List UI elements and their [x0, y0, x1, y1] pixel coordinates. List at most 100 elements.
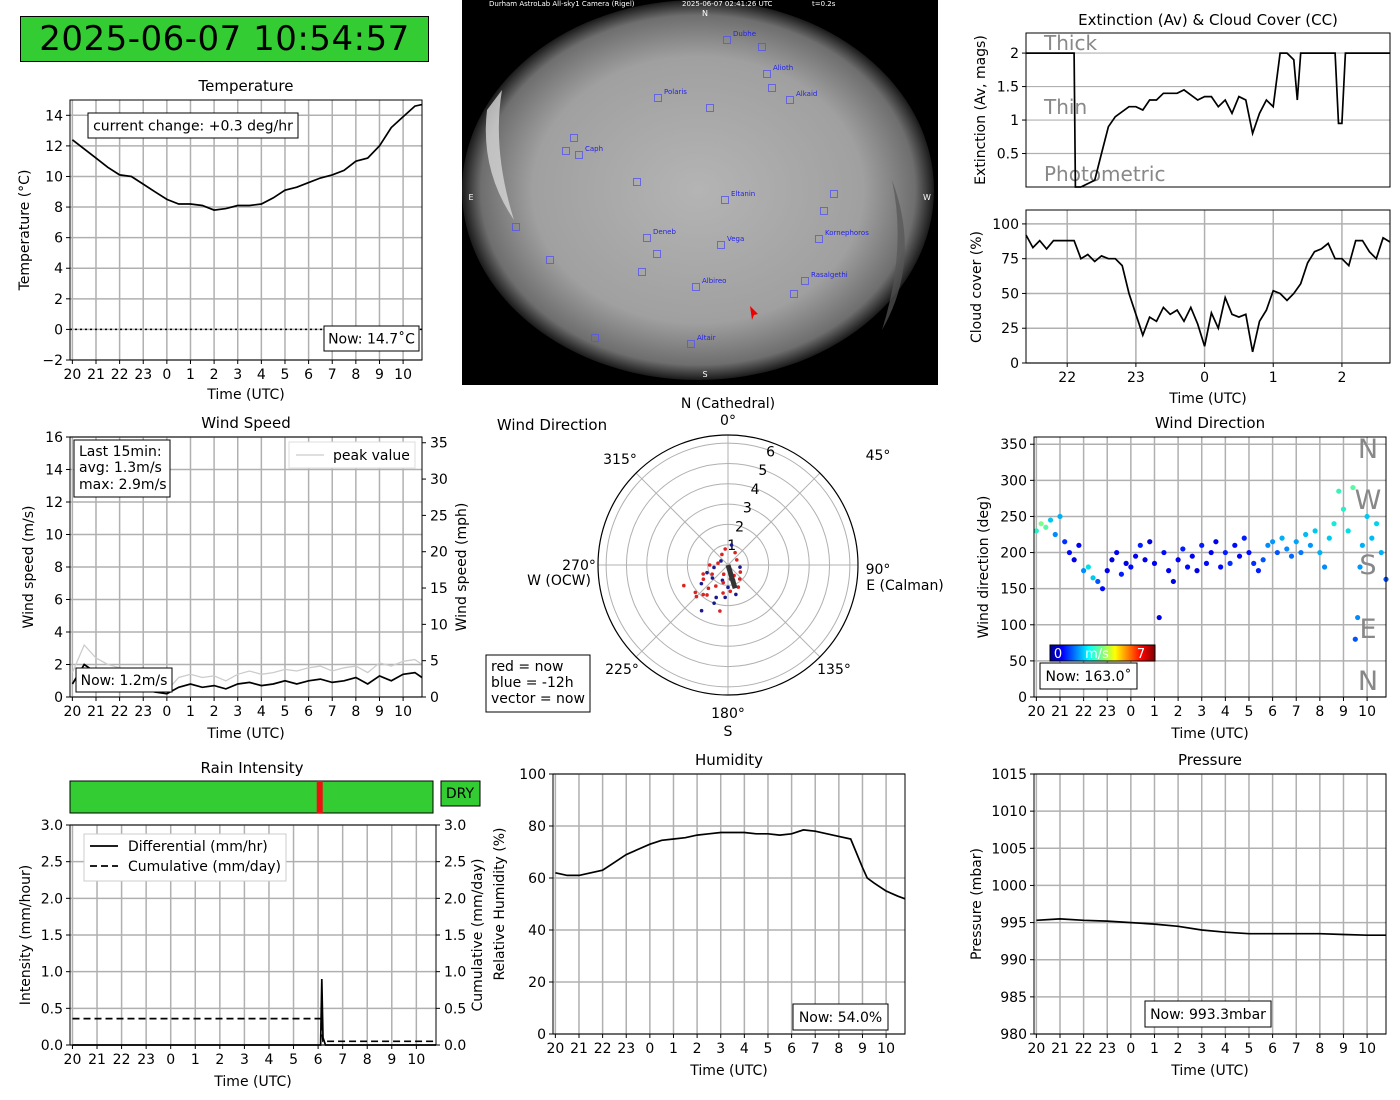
pressure-xtick-label: 9	[1339, 1041, 1348, 1057]
cloud-cover-ytick-label: 25	[1001, 321, 1019, 337]
pressure-xtick-label: 0	[1126, 1041, 1135, 1057]
wind-speed-ytick-label: 0	[54, 690, 63, 706]
star-marker	[815, 235, 823, 243]
wind-polar-spoke	[727, 472, 821, 566]
wind-dir-point	[1199, 542, 1205, 548]
temperature-xtick-label: 23	[134, 367, 152, 383]
wind-dir-ytick-label: 100	[1000, 618, 1027, 634]
star-marker	[723, 36, 731, 44]
wind-dir-point	[1317, 549, 1323, 556]
humidity-xtick-label: 5	[764, 1041, 773, 1057]
wind-speed-ytick-right-label: 20	[430, 545, 448, 561]
star-marker	[830, 190, 838, 198]
wind-polar-point	[710, 572, 714, 576]
wind-dir-point	[1326, 535, 1332, 541]
rain-xtick-label: 23	[137, 1052, 155, 1068]
wind-speed-ytick-label: 16	[45, 430, 63, 446]
wind-dir-point	[1218, 564, 1224, 570]
rain-legend-box	[83, 833, 287, 882]
extinction-ytick-label: 0.5	[997, 147, 1019, 163]
wind-polar-point	[705, 593, 709, 597]
temperature-ytick-label: 4	[54, 261, 63, 277]
rain-ytick-label: 1.5	[41, 928, 63, 944]
wind-dir-xtick-label: 6	[1268, 704, 1277, 720]
extinction-ylabel: Extinction (Av, mags)	[973, 35, 989, 185]
star-marker	[758, 43, 766, 51]
sky-header-right: t=0.2s	[812, 0, 836, 8]
wind-dir-point	[1298, 549, 1304, 556]
rain-xtick-label: 1	[191, 1052, 200, 1068]
sky-compass-n: N	[702, 9, 708, 18]
wind-polar-point	[699, 608, 704, 613]
wind-speed-xtick-label: 23	[134, 704, 152, 720]
star-marker	[790, 290, 798, 298]
star-label: Rasalgethi	[811, 271, 848, 279]
rain-xtick-label: 21	[88, 1052, 106, 1068]
rain-ytick-label: 2.0	[41, 891, 63, 907]
wind-dir-point	[1194, 568, 1200, 574]
wind-dir-xtick-label: 22	[1075, 704, 1093, 720]
temperature-xtick-label: 7	[328, 367, 337, 383]
temperature-xtick-label: 0	[162, 367, 171, 383]
wind-dir-point	[1062, 539, 1068, 545]
wind-dir-point	[1076, 542, 1082, 548]
wind-speed-xtick-label: 2	[210, 704, 219, 720]
wind-polar-legend-box	[485, 654, 591, 713]
rain-cumulative-line	[72, 1017, 436, 1043]
star-marker	[721, 196, 729, 204]
star-label: Deneb	[653, 228, 676, 236]
wind-polar-south-label: S	[724, 724, 733, 740]
wind-dir-point	[1352, 636, 1358, 642]
wind-dir-point	[1279, 535, 1285, 541]
wind-dir-colorbar	[1049, 644, 1156, 662]
wind-dir-now-label: Now: 163.0˚	[1046, 668, 1132, 685]
cloud-cover-xlabel: Time (UTC)	[1168, 391, 1246, 407]
star-label: Kornephoros	[825, 229, 869, 237]
temperature-xtick-label: 5	[281, 367, 290, 383]
pressure-xlabel: Time (UTC)	[1170, 1063, 1248, 1079]
wind-dir-xtick-label: 23	[1098, 704, 1116, 720]
pressure-frame	[1033, 773, 1387, 1035]
wind-dir-point	[1270, 539, 1276, 545]
wind-dir-point	[1232, 542, 1238, 548]
pressure-xtick-label: 4	[1221, 1041, 1230, 1057]
humidity-ylabel: Relative Humidity (%)	[492, 827, 508, 980]
wind-speed-ytick-right-label: 15	[430, 581, 448, 597]
rain-status-badge	[440, 780, 481, 807]
wind-dir-point	[1033, 528, 1039, 534]
humidity-ytick-label: 80	[528, 819, 546, 835]
wind-polar-vector	[725, 564, 738, 590]
temperature-frame	[69, 99, 423, 361]
pressure-ytick-label: 990	[1000, 953, 1027, 969]
rain-xtick-label: 10	[407, 1052, 425, 1068]
pressure-now-label: Now: 993.3mbar	[1150, 1007, 1266, 1023]
extinction-level-thick: Thick	[1043, 31, 1097, 55]
wind-speed-xtick-label: 21	[87, 704, 105, 720]
wind-dir-point	[1293, 539, 1299, 545]
wind-polar-point	[712, 601, 716, 605]
humidity-xtick-label: 0	[645, 1041, 654, 1057]
wind-dir-ytick-label: 200	[1000, 546, 1027, 562]
rain-ytick-label: 3.0	[41, 818, 63, 834]
pressure-ytick-label: 985	[1000, 990, 1027, 1006]
star-marker	[820, 207, 828, 215]
wind-speed-xtick-label: 20	[63, 704, 81, 720]
wind-dir-point	[1331, 521, 1337, 527]
rain-xtick-label: 9	[387, 1052, 396, 1068]
wind-speed-ytick-right-label: 30	[430, 472, 448, 488]
wind-dir-point	[1265, 542, 1271, 548]
humidity-xtick-label: 1	[669, 1041, 678, 1057]
wind-dir-xtick-label: 1	[1150, 704, 1159, 720]
star-marker	[591, 334, 599, 342]
pressure-ytick-label: 1015	[991, 767, 1027, 783]
temperature-xtick-label: 10	[394, 367, 412, 383]
wind-dir-point	[1085, 564, 1091, 570]
rain-ytick-right-label: 0.0	[444, 1038, 466, 1054]
pressure-xtick-label: 22	[1075, 1041, 1093, 1057]
wind-dir-point	[1090, 575, 1096, 581]
rain-ytick-right-label: 2.0	[444, 891, 466, 907]
wind-dir-xtick-label: 3	[1197, 704, 1206, 720]
humidity-xtick-label: 20	[546, 1041, 564, 1057]
wind-dir-xtick-label: 5	[1245, 704, 1254, 720]
wind-dir-point	[1307, 542, 1314, 548]
